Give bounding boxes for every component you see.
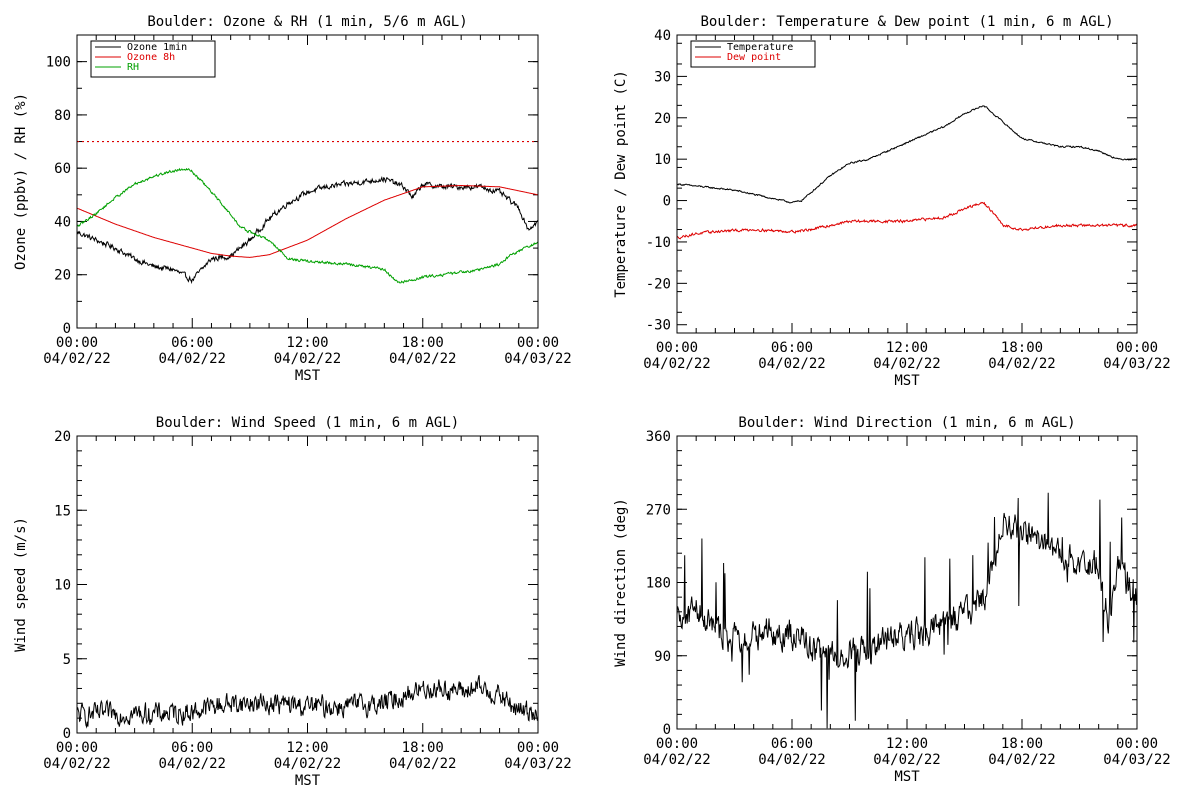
x-tick-label-time: 00:00 — [656, 736, 698, 752]
y-tick-label: 40 — [654, 28, 671, 44]
y-axis-label: Wind direction (deg) — [613, 498, 629, 667]
x-axis-label: MST — [894, 373, 920, 389]
x-tick-label-time: 00:00 — [656, 340, 698, 356]
y-tick-label: -20 — [646, 276, 671, 292]
x-tick-label-date: 04/02/22 — [389, 756, 456, 772]
y-tick-label: -10 — [646, 235, 671, 251]
x-tick-label-time: 18:00 — [1001, 340, 1043, 356]
y-tick-label: 0 — [63, 321, 71, 337]
legend-box — [690, 40, 816, 68]
x-tick-label-time: 00:00 — [517, 335, 559, 351]
series-line-1 — [77, 674, 538, 729]
y-tick-label: 20 — [54, 429, 71, 445]
x-tick-label-date: 04/02/22 — [389, 351, 456, 367]
y-tick-label: 0 — [663, 722, 671, 738]
chart-title: Boulder: Ozone & RH (1 min, 5/6 m AGL) — [147, 14, 467, 30]
legend-label: Ozone 8h — [127, 52, 175, 63]
y-tick-label: 0 — [63, 726, 71, 742]
x-tick-label-date: 04/02/22 — [758, 752, 825, 768]
y-tick-label: 20 — [54, 268, 71, 284]
series-line-2 — [77, 185, 538, 258]
x-tick-label-time: 00:00 — [1116, 736, 1158, 752]
x-tick-label-time: 18:00 — [1001, 736, 1043, 752]
series-line-2 — [677, 201, 1137, 240]
x-tick-label-time: 18:00 — [402, 335, 444, 351]
x-tick-label-time: 06:00 — [771, 736, 813, 752]
x-tick-label-date: 04/03/22 — [1103, 752, 1170, 768]
x-tick-label-date: 04/02/22 — [643, 356, 710, 372]
chart-title: Boulder: Temperature & Dew point (1 min,… — [700, 14, 1113, 30]
x-tick-label-date: 04/02/22 — [274, 756, 341, 772]
y-tick-label: 100 — [46, 55, 71, 71]
x-tick-label-date: 04/02/22 — [988, 356, 1055, 372]
x-tick-label-time: 00:00 — [56, 740, 98, 756]
legend-label: Temperature — [727, 42, 793, 53]
legend-label: Dew point — [727, 52, 781, 63]
y-tick-label: 40 — [54, 214, 71, 230]
y-axis-label: Wind speed (m/s) — [13, 517, 29, 652]
x-tick-label-date: 04/02/22 — [43, 756, 110, 772]
plot-frame — [676, 34, 1138, 334]
x-tick-label-time: 12:00 — [286, 740, 328, 756]
x-axis-label: MST — [295, 368, 321, 384]
x-tick-label-date: 04/02/22 — [43, 351, 110, 367]
plot-frame — [76, 435, 539, 734]
y-tick-label: 30 — [654, 69, 671, 85]
plot-frame — [676, 435, 1138, 730]
legend-label: Ozone 1min — [127, 42, 187, 53]
chart-panel-4: Boulder: Wind Direction (1 min, 6 m AGL)… — [613, 415, 1171, 785]
series-line-1 — [677, 105, 1137, 204]
x-tick-label-time: 12:00 — [286, 335, 328, 351]
x-tick-label-date: 04/02/22 — [988, 752, 1055, 768]
x-tick-label-date: 04/02/22 — [758, 356, 825, 372]
x-tick-label-date: 04/02/22 — [159, 351, 226, 367]
x-tick-label-date: 04/02/22 — [643, 752, 710, 768]
y-tick-label: 90 — [654, 649, 671, 665]
y-tick-label: 15 — [54, 503, 71, 519]
x-tick-label-time: 06:00 — [771, 340, 813, 356]
x-tick-label-time: 00:00 — [1116, 340, 1158, 356]
x-tick-label-date: 04/03/22 — [504, 351, 571, 367]
x-tick-label-date: 04/02/22 — [159, 756, 226, 772]
y-axis-label: Ozone (ppbv) / RH (%) — [13, 93, 29, 270]
x-axis-label: MST — [295, 773, 321, 789]
y-tick-label: 10 — [54, 578, 71, 594]
y-tick-label: 20 — [654, 111, 671, 127]
y-tick-label: 360 — [646, 429, 671, 445]
x-tick-label-time: 18:00 — [402, 740, 444, 756]
chart-title: Boulder: Wind Direction (1 min, 6 m AGL) — [738, 415, 1075, 431]
x-tick-label-date: 04/03/22 — [1103, 356, 1170, 372]
series-line-3 — [77, 167, 538, 284]
chart-panel-1: Boulder: Ozone & RH (1 min, 5/6 m AGL) Oz… — [13, 14, 572, 384]
series-line-1 — [677, 492, 1137, 729]
y-tick-label: 60 — [54, 161, 71, 177]
x-tick-label-date: 04/02/22 — [274, 351, 341, 367]
series-line-1 — [77, 175, 538, 285]
chart-panel-3: Boulder: Wind Speed (1 min, 6 m AGL) Wind… — [13, 415, 572, 789]
legend-label: RH — [127, 62, 139, 73]
y-tick-label: -30 — [646, 318, 671, 334]
y-tick-label: 10 — [654, 152, 671, 168]
x-tick-label-date: 04/02/22 — [873, 752, 940, 768]
x-tick-label-time: 00:00 — [517, 740, 559, 756]
x-tick-label-time: 12:00 — [886, 736, 928, 752]
y-axis-label: Temperature / Dew point (C) — [613, 70, 629, 298]
x-tick-label-time: 00:00 — [56, 335, 98, 351]
y-tick-label: 80 — [54, 108, 71, 124]
x-tick-label-time: 06:00 — [171, 740, 213, 756]
x-axis-label: MST — [894, 769, 920, 785]
chart-panel-2: Boulder: Temperature & Dew point (1 min,… — [613, 14, 1171, 389]
x-tick-label-time: 06:00 — [171, 335, 213, 351]
y-tick-label: 270 — [646, 502, 671, 518]
chart-title: Boulder: Wind Speed (1 min, 6 m AGL) — [156, 415, 459, 431]
x-tick-label-time: 12:00 — [886, 340, 928, 356]
y-tick-label: 0 — [663, 194, 671, 210]
y-tick-label: 180 — [646, 576, 671, 592]
x-tick-label-date: 04/02/22 — [873, 356, 940, 372]
x-tick-label-date: 04/03/22 — [504, 756, 571, 772]
plot-frame — [76, 34, 539, 329]
y-tick-label: 5 — [63, 652, 71, 668]
